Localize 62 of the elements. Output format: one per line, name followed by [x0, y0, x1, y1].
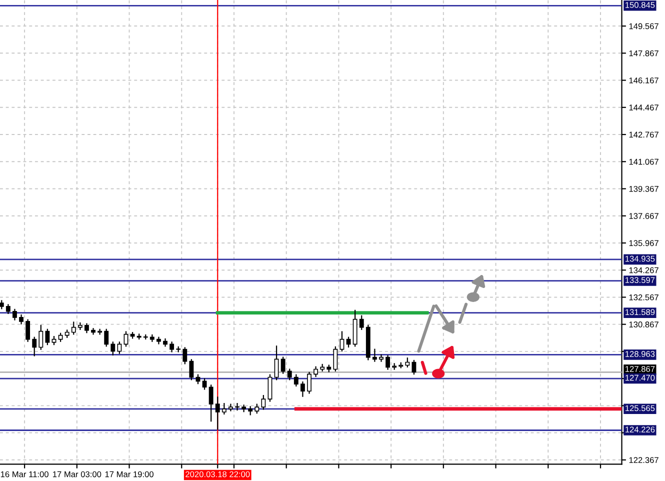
ref-line-label: 131.589	[626, 309, 655, 316]
y-tick-label: 130.867	[629, 322, 658, 328]
candlestick	[12, 308, 17, 320]
candlestick	[300, 381, 305, 397]
candlestick	[156, 336, 161, 344]
candlestick	[215, 396, 220, 430]
candlestick	[176, 346, 181, 352]
candlestick	[235, 402, 240, 410]
candlestick	[242, 404, 246, 412]
candlestick	[386, 355, 390, 370]
candlestick	[294, 374, 298, 387]
candlestick	[38, 324, 44, 350]
candlestick	[182, 347, 188, 364]
y-tick-label: 149.567	[629, 23, 658, 30]
candlestick	[333, 346, 338, 372]
y-tick-label: 137.667	[629, 213, 658, 219]
candlestick	[208, 384, 214, 422]
candlestick	[280, 356, 286, 374]
x-tick-label: 16 Mar 11:00	[0, 471, 48, 478]
candlestick	[26, 319, 30, 342]
y-tick-label: 135.967	[629, 240, 658, 246]
candlestick	[124, 331, 128, 347]
ref-line-label: 124.226	[626, 426, 655, 432]
candlestick	[314, 366, 318, 377]
y-tick-label: 122.367	[629, 457, 658, 464]
ref-line-label: 134.935	[626, 256, 655, 262]
ref-line-label: 127.867	[626, 366, 655, 372]
y-tick-label: 134.267	[629, 267, 658, 274]
candlestick	[261, 395, 266, 410]
y-tick-label: 141.067	[629, 158, 658, 165]
ref-line-label: 127.470	[626, 374, 655, 381]
candlestick	[117, 342, 122, 354]
x-tick-label: 17 Mar 19:00	[105, 471, 154, 478]
candlestick	[71, 322, 76, 335]
candlestick	[104, 328, 109, 347]
candlestick	[359, 315, 364, 330]
candlestick	[379, 354, 384, 362]
candlestick	[222, 402, 226, 414]
ref-line-label: 150.845	[626, 2, 655, 8]
y-tick-label: 139.367	[629, 186, 658, 192]
candlestick	[228, 404, 233, 412]
ref-line-label: 128.963	[626, 351, 655, 357]
ref-line-label: 125.565	[626, 405, 655, 412]
y-tick-label: 142.767	[629, 132, 658, 138]
y-tick-label: 147.867	[629, 50, 658, 56]
candlestick	[45, 328, 50, 346]
x-tick-label: 17 Mar 03:00	[52, 471, 102, 478]
candlestick	[170, 342, 174, 352]
candlestick	[412, 360, 416, 375]
candlestick	[189, 359, 194, 380]
y-tick-label: 132.567	[629, 294, 658, 300]
candlestick	[32, 336, 37, 356]
y-tick-label: 146.167	[629, 77, 658, 84]
y-tick-label: 144.467	[629, 104, 658, 110]
candlestick	[110, 342, 116, 356]
x-tick-label: 2020.03.18 22:00	[186, 471, 250, 478]
candlestick	[307, 372, 312, 394]
candlestick	[287, 368, 292, 380]
ref-line-label: 133.597	[626, 277, 655, 284]
candlestick	[91, 328, 96, 335]
candlestick	[268, 374, 272, 402]
candlestick	[372, 348, 377, 362]
